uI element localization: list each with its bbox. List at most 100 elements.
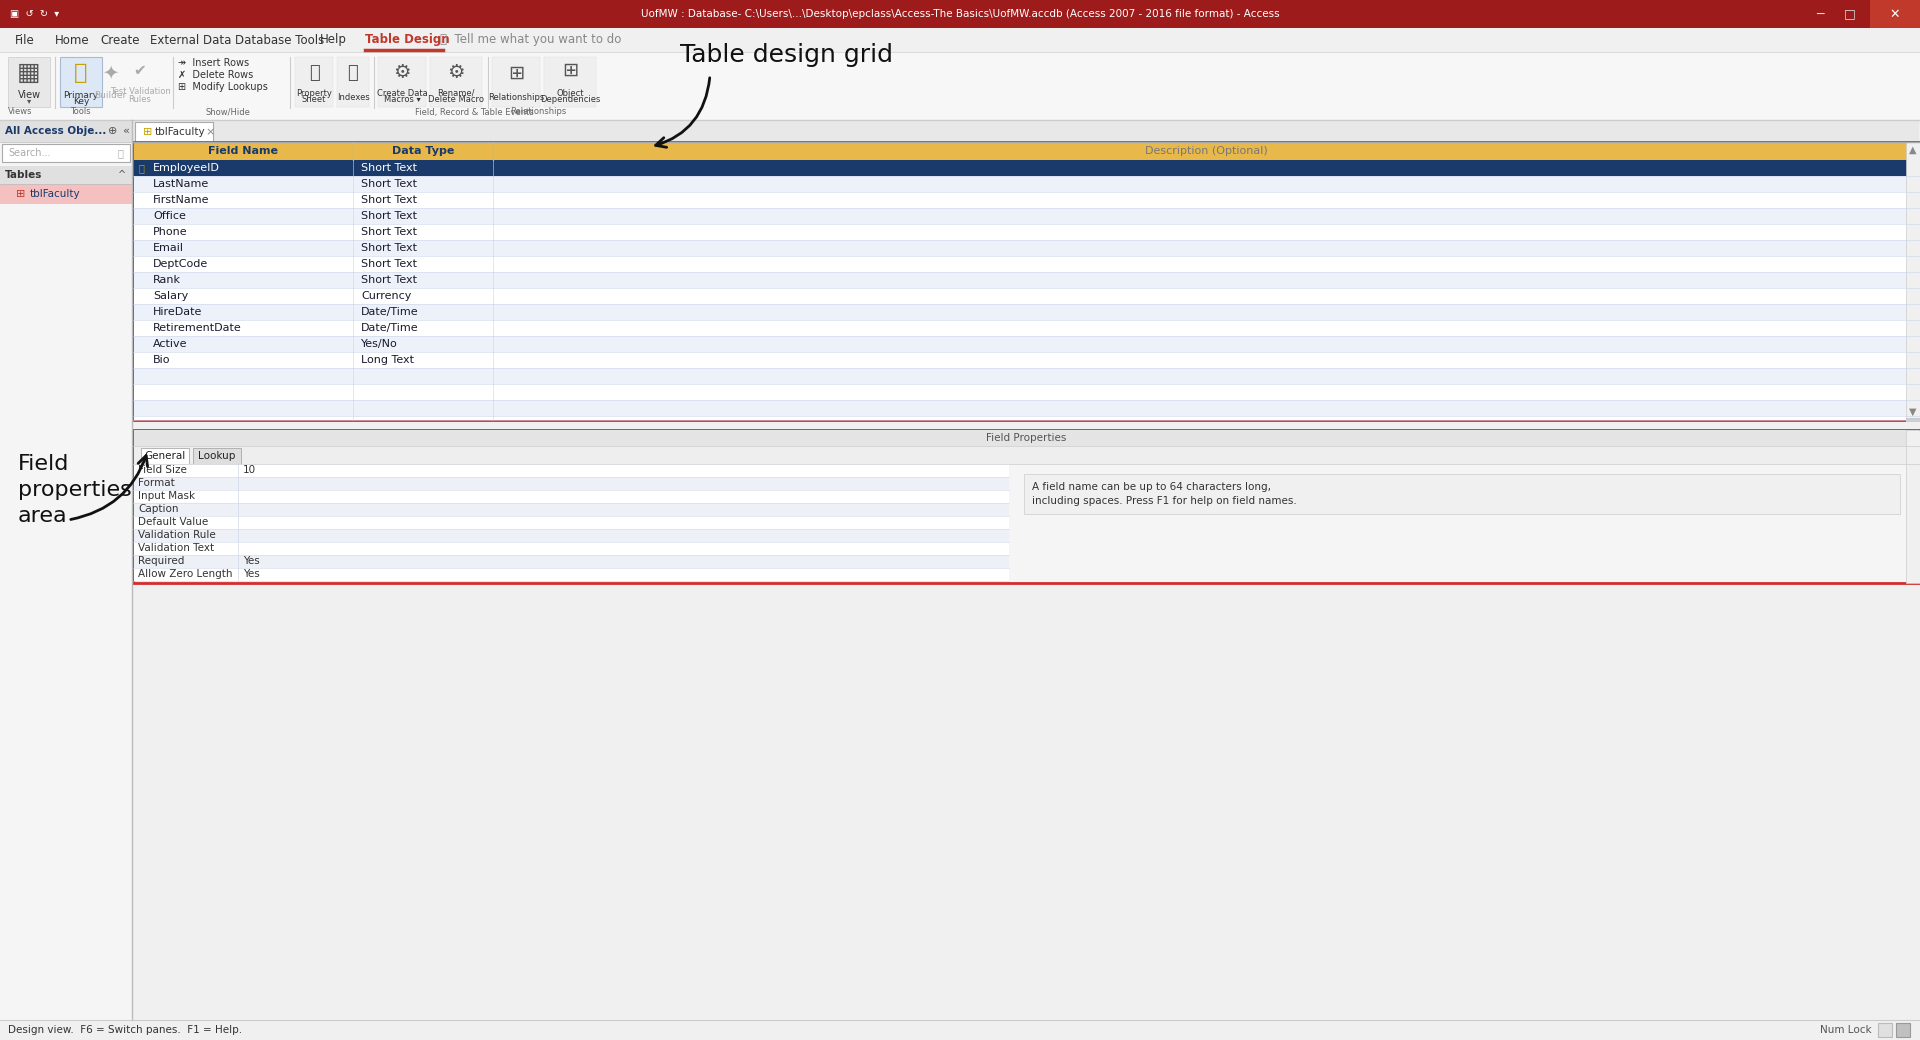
Text: Yes: Yes (244, 556, 259, 566)
Text: ▲: ▲ (1908, 145, 1916, 155)
Text: Delete Macro: Delete Macro (428, 96, 484, 104)
Bar (134, 240, 1918, 256)
Text: Currency: Currency (361, 291, 411, 301)
Text: Date/Time: Date/Time (361, 323, 419, 333)
Text: 🔑: 🔑 (138, 163, 144, 173)
Bar (132, 142, 1920, 420)
Text: Short Text: Short Text (361, 211, 417, 220)
Text: Date/Time: Date/Time (361, 307, 419, 317)
Text: Tools: Tools (69, 107, 90, 116)
Text: Office: Office (154, 211, 186, 220)
Text: ⊞: ⊞ (563, 60, 578, 79)
Bar (0, 52, 1920, 120)
Bar (134, 192, 1918, 208)
Text: Format: Format (138, 478, 175, 488)
Text: ▦: ▦ (17, 61, 40, 85)
Text: Yes/No: Yes/No (361, 339, 397, 349)
Text: Create: Create (100, 33, 140, 47)
Bar (134, 224, 1918, 240)
Text: 10: 10 (244, 465, 255, 475)
Bar (134, 142, 1918, 160)
Bar (0, 120, 132, 1020)
Text: Input Mask: Input Mask (138, 491, 196, 501)
Text: 🔑: 🔑 (75, 63, 88, 83)
Bar (134, 272, 1918, 288)
Bar (134, 288, 1918, 304)
Text: Active: Active (154, 339, 188, 349)
Text: tblFaculty: tblFaculty (31, 189, 81, 199)
Text: ✗  Delete Rows: ✗ Delete Rows (179, 70, 253, 80)
Bar (0, 0, 1920, 28)
Text: ×: × (205, 127, 215, 137)
Bar (0, 120, 132, 142)
Text: ✦: ✦ (102, 63, 119, 82)
Text: ⊞: ⊞ (15, 189, 25, 199)
Text: 🔍  Tell me what you want to do: 🔍 Tell me what you want to do (440, 33, 622, 47)
Text: Relationships: Relationships (511, 107, 566, 116)
Text: Data Type: Data Type (392, 146, 455, 156)
Bar (134, 320, 1918, 336)
Bar (134, 208, 1918, 224)
Bar (134, 256, 1918, 272)
Bar (132, 430, 1920, 583)
Bar (492, 57, 540, 107)
Text: Num Lock: Num Lock (1820, 1025, 1872, 1035)
Bar (134, 529, 1008, 542)
Bar (134, 555, 1008, 568)
Text: ⊞: ⊞ (507, 63, 524, 82)
Bar (2, 144, 131, 162)
Text: Short Text: Short Text (361, 227, 417, 237)
Text: Validation Text: Validation Text (138, 543, 215, 553)
Text: Rename/: Rename/ (438, 88, 474, 98)
Text: Field Size: Field Size (138, 465, 186, 475)
FancyArrowPatch shape (655, 78, 710, 148)
Bar (1878, 1023, 1891, 1037)
Text: tblFaculty: tblFaculty (156, 127, 205, 137)
Text: Search...: Search... (8, 148, 50, 158)
Text: ✔: ✔ (134, 62, 146, 78)
Bar (296, 57, 332, 107)
Text: ▣  ↺  ↻  ▾: ▣ ↺ ↻ ▾ (10, 9, 60, 19)
Text: Description (Optional): Description (Optional) (1144, 146, 1267, 156)
Text: LastName: LastName (154, 179, 209, 189)
Text: 🔍: 🔍 (117, 148, 125, 158)
Text: Macros ▾: Macros ▾ (384, 96, 420, 104)
FancyArrowPatch shape (71, 456, 148, 519)
Bar (134, 368, 1918, 384)
Bar (140, 448, 188, 464)
Bar (134, 400, 1918, 416)
Text: ▼: ▼ (1908, 407, 1916, 417)
Text: Bio: Bio (154, 355, 171, 365)
Text: ⚙: ⚙ (394, 63, 411, 82)
Text: Rules: Rules (129, 96, 152, 104)
Bar (134, 336, 1918, 352)
Bar (8, 57, 50, 107)
Bar (134, 160, 1918, 176)
Text: File: File (15, 33, 35, 47)
Text: Field
properties
area: Field properties area (17, 453, 132, 526)
Text: Email: Email (154, 243, 184, 253)
Text: Phone: Phone (154, 227, 188, 237)
Text: UofMW : Database- C:\Users\...\Desktop\epclass\Access-The Basics\UofMW.accdb (Ac: UofMW : Database- C:\Users\...\Desktop\e… (641, 9, 1279, 19)
Text: Short Text: Short Text (361, 275, 417, 285)
Text: External Data: External Data (150, 33, 232, 47)
Text: DeptCode: DeptCode (154, 259, 207, 269)
Bar (134, 477, 1008, 490)
Text: Required: Required (138, 556, 184, 566)
Text: HireDate: HireDate (154, 307, 202, 317)
Text: □: □ (1843, 7, 1857, 21)
Text: Views: Views (8, 107, 33, 116)
Bar (134, 430, 1918, 446)
Bar (132, 120, 1918, 142)
Text: 📊: 📊 (348, 64, 359, 82)
Text: Home: Home (56, 33, 90, 47)
Text: Validation Rule: Validation Rule (138, 530, 215, 540)
Text: Long Text: Long Text (361, 355, 415, 365)
Text: Sheet: Sheet (301, 96, 326, 104)
Text: ▾: ▾ (27, 97, 31, 105)
Bar (134, 304, 1918, 320)
Text: Field Properties: Field Properties (985, 433, 1066, 443)
Text: Field Name: Field Name (207, 146, 278, 156)
Text: ⊞  Modify Lookups: ⊞ Modify Lookups (179, 82, 269, 92)
Text: 📋: 📋 (309, 64, 319, 82)
